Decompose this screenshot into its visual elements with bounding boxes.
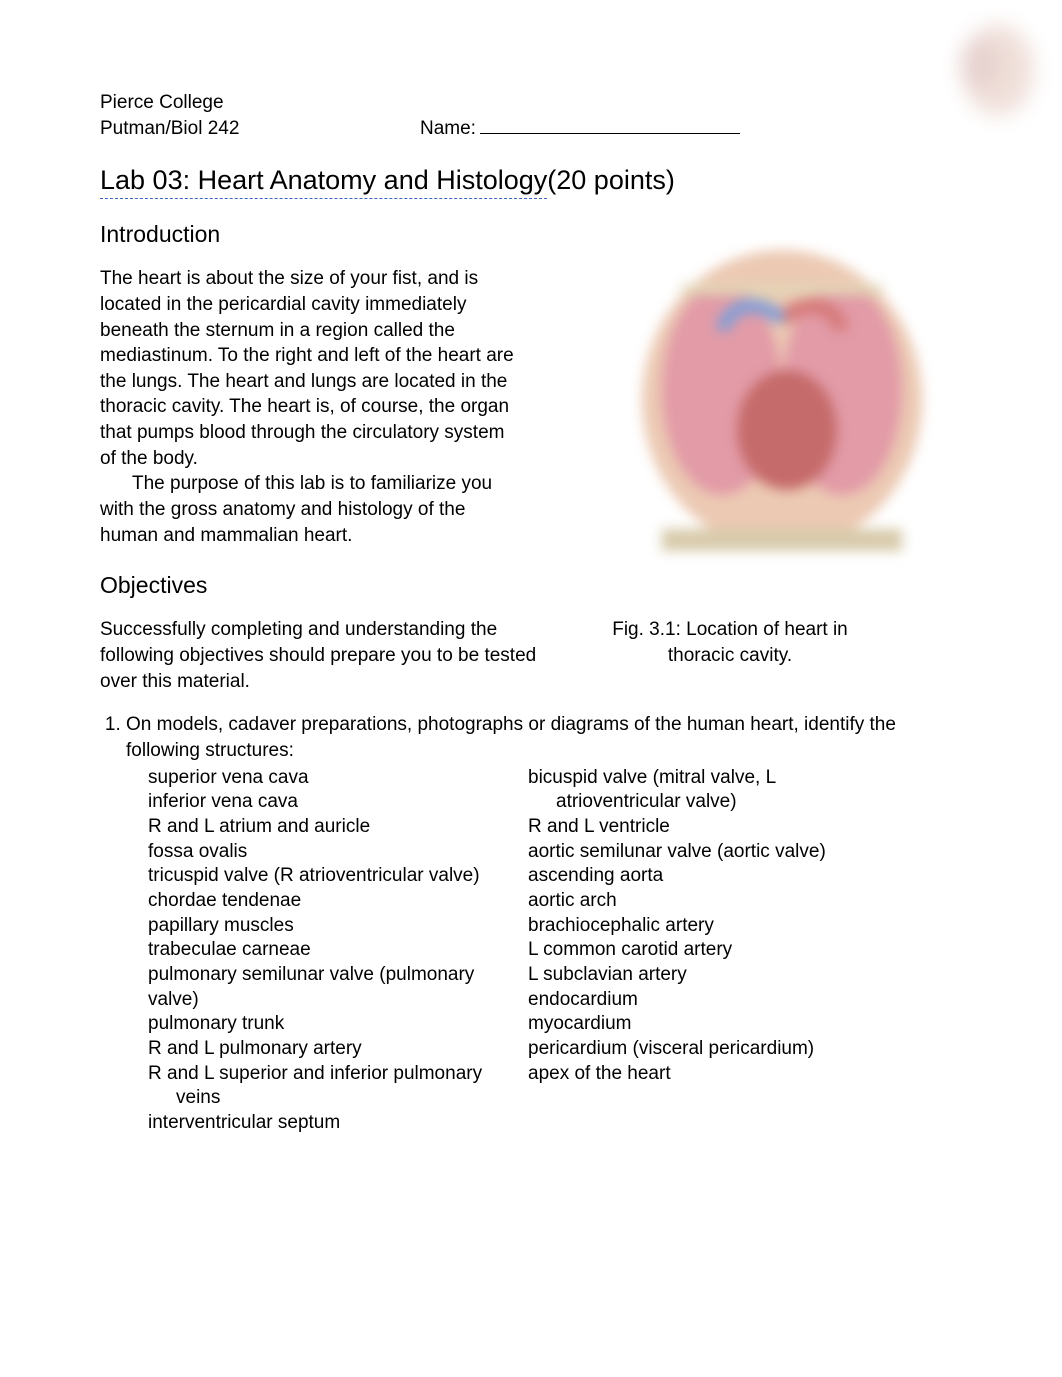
- title-points: (20 points): [547, 165, 675, 195]
- structure-item: chordae tendenae: [148, 889, 528, 914]
- structures-columns: superior vena cavainferior vena cavaR an…: [126, 766, 962, 1136]
- thoracic-cavity-figure: [572, 230, 992, 570]
- objectives-heading: Objectives: [100, 572, 962, 599]
- intro-paragraph-2: The purpose of this lab is to familiariz…: [100, 471, 520, 548]
- objectives-lead: Successfully completing and understandin…: [100, 617, 560, 694]
- structure-item: atrioventricular valve): [528, 790, 908, 815]
- structure-item: papillary muscles: [148, 914, 528, 939]
- figure-caption-line1: Fig. 3.1: Location of heart in: [612, 619, 848, 640]
- course-name: Putman/Biol 242: [100, 116, 420, 142]
- structure-item: ascending aorta: [528, 864, 908, 889]
- structure-item: superior vena cava: [148, 766, 528, 791]
- name-label: Name:: [420, 116, 476, 142]
- structure-item: brachiocephalic artery: [528, 914, 908, 939]
- structure-item: R and L atrium and auricle: [148, 815, 528, 840]
- objectives-lead-row: Successfully completing and understandin…: [100, 617, 962, 694]
- structure-item: pericardium (visceral pericardium): [528, 1037, 908, 1062]
- objective-1-text: On models, cadaver preparations, photogr…: [126, 714, 896, 761]
- intro-paragraph-1: The heart is about the size of your fist…: [100, 266, 520, 471]
- structure-item: apex of the heart: [528, 1062, 908, 1087]
- objective-item-1: On models, cadaver preparations, photogr…: [126, 712, 962, 1136]
- title-main: Lab 03: Heart Anatomy and Histology: [100, 165, 547, 199]
- structure-item: R and L ventricle: [528, 815, 908, 840]
- objectives-list: On models, cadaver preparations, photogr…: [100, 712, 962, 1136]
- name-blank-line[interactable]: [480, 133, 740, 134]
- structure-item: endocardium: [528, 988, 908, 1013]
- structure-item: aortic semilunar valve (aortic valve): [528, 840, 908, 865]
- figure-caption: Fig. 3.1: Location of heart in thoracic …: [580, 617, 880, 668]
- structure-item: inferior vena cava: [148, 790, 528, 815]
- structure-item: interventricular septum: [148, 1111, 528, 1136]
- structure-item: pulmonary trunk: [148, 1012, 528, 1037]
- structure-item: fossa ovalis: [148, 840, 528, 865]
- introduction-text: The heart is about the size of your fist…: [100, 266, 520, 548]
- structure-item: R and L pulmonary artery: [148, 1037, 528, 1062]
- structure-item: myocardium: [528, 1012, 908, 1037]
- college-name: Pierce College: [100, 90, 962, 116]
- structure-item: bicuspid valve (mitral valve, L: [528, 766, 908, 791]
- lab-title: Lab 03: Heart Anatomy and Histology(20 p…: [100, 165, 962, 199]
- structures-col-1: superior vena cavainferior vena cavaR an…: [148, 766, 528, 1136]
- structure-item: veins: [148, 1086, 528, 1111]
- corner-watermark: [932, 10, 1052, 130]
- page-header: Pierce College Putman/Biol 242 Name:: [100, 90, 962, 141]
- structure-item: aortic arch: [528, 889, 908, 914]
- figure-caption-line2: thoracic cavity.: [668, 645, 792, 666]
- structure-item: L subclavian artery: [528, 963, 908, 988]
- structure-item: tricuspid valve (R atrioventricular valv…: [148, 864, 528, 889]
- structures-col-2: bicuspid valve (mitral valve, Latriovent…: [528, 766, 908, 1136]
- structure-item: L common carotid artery: [528, 938, 908, 963]
- introduction-block: The heart is about the size of your fist…: [100, 266, 962, 548]
- structure-item: pulmonary semilunar valve (pulmonary val…: [148, 963, 528, 1012]
- structure-item: R and L superior and inferior pulmonary: [148, 1062, 528, 1087]
- structure-item: trabeculae carneae: [148, 938, 528, 963]
